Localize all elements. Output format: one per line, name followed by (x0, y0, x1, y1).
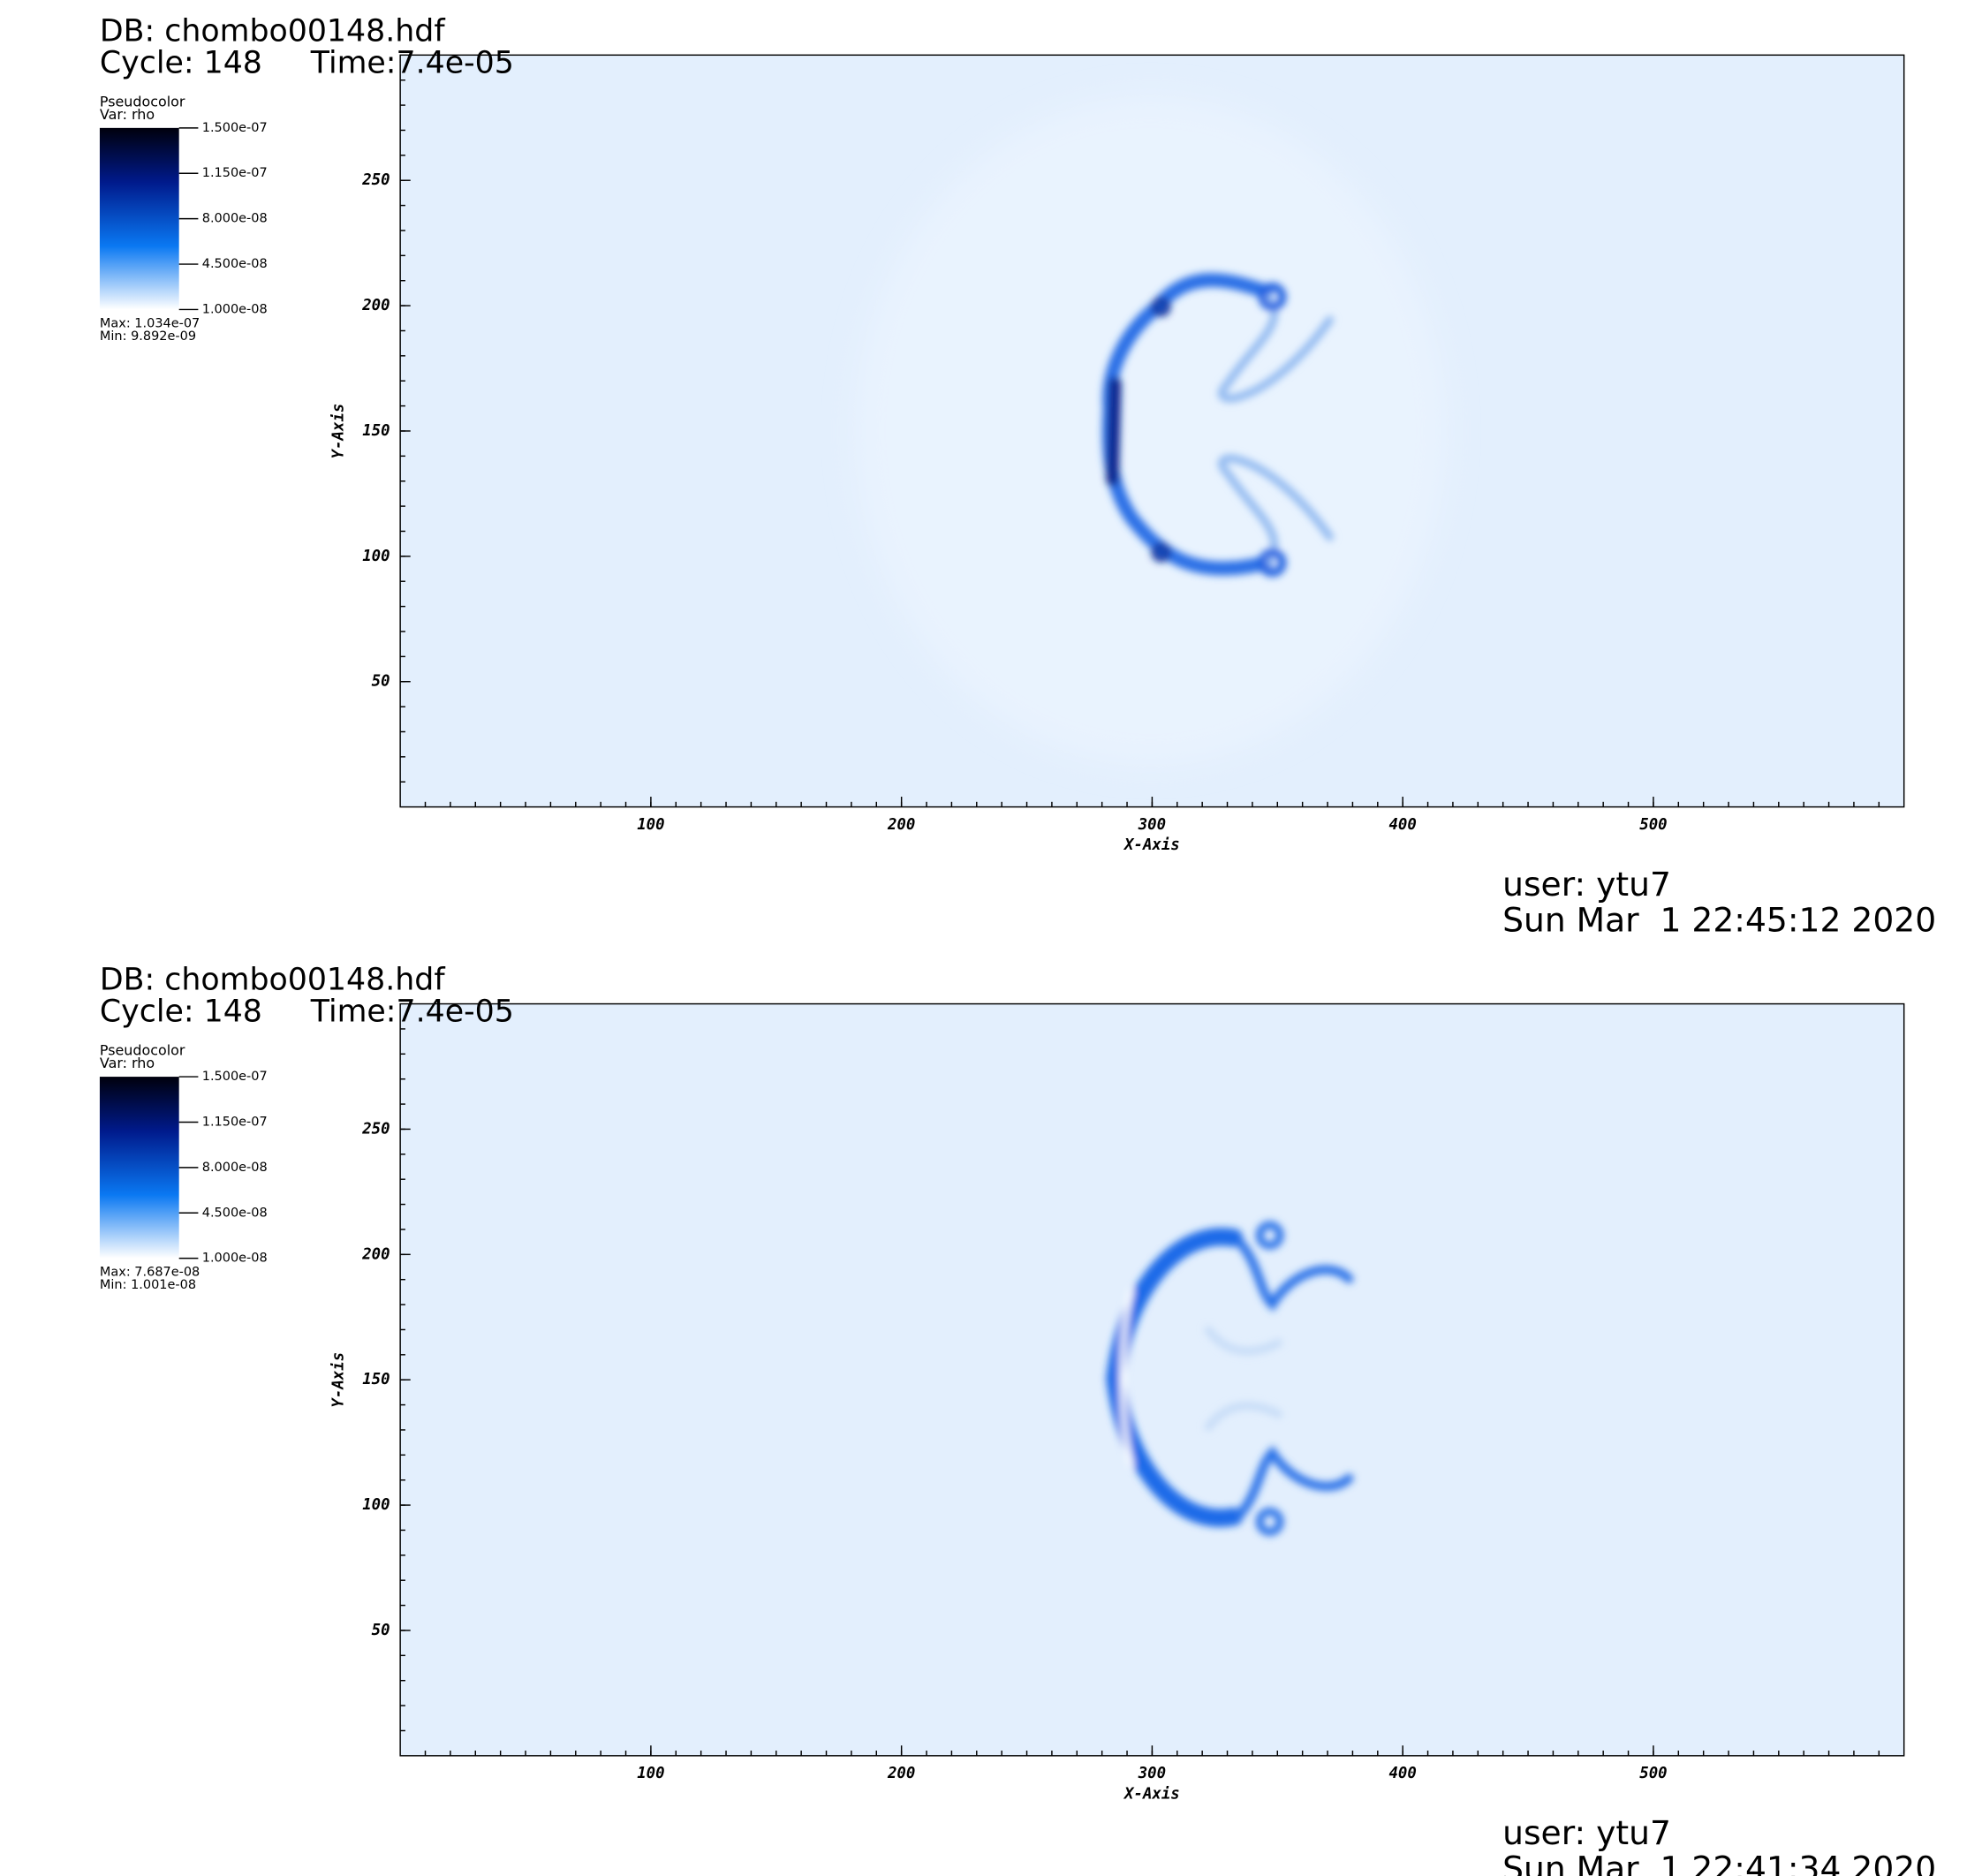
colorbar-tick-label: 8.000e-08 (202, 212, 268, 226)
field-1 (400, 55, 1904, 807)
y-tick-label: 250 (361, 1120, 390, 1138)
x-tick-label: 100 (637, 1765, 664, 1782)
x-tick-label: 200 (887, 816, 915, 834)
x-tick-label: 500 (1639, 1765, 1667, 1782)
x-axis-label: X-Axis (1123, 1785, 1180, 1803)
colorbar-tick-label: 1.150e-07 (202, 166, 268, 180)
x-tick-label: 300 (1138, 1765, 1166, 1782)
x-tick-label: 500 (1639, 816, 1667, 834)
colorbar (99, 1077, 179, 1259)
user-label: user: ytu7 (1502, 1813, 1671, 1852)
y-tick-label: 50 (372, 1622, 390, 1639)
colorbar (99, 127, 179, 310)
field-2 (400, 1003, 1904, 1756)
x-tick-label: 100 (637, 816, 664, 834)
y-tick-label: 250 (361, 171, 390, 189)
time-label: Time:7.4e-05 (310, 45, 514, 80)
x-tick-label: 400 (1388, 1765, 1416, 1782)
colorbar-tick-label: 1.500e-07 (202, 121, 268, 135)
colorbar-tick-label: 4.500e-08 (202, 257, 268, 271)
colorbar-tick-label: 1.000e-08 (202, 1252, 268, 1266)
y-tick-label: 50 (372, 673, 390, 691)
max-label: Max: 1.034e-07 (100, 316, 200, 330)
colorbar-tick-label: 1.150e-07 (202, 1115, 268, 1129)
colorbar-tick-label: 4.500e-08 (202, 1206, 268, 1220)
colorbar-tick-label: 1.500e-07 (202, 1070, 268, 1084)
x-tick-label: 300 (1138, 816, 1166, 834)
user-label: user: ytu7 (1502, 865, 1671, 904)
y-tick-label: 200 (361, 1245, 390, 1263)
y-tick-label: 100 (362, 548, 390, 565)
min-label: Min: 9.892e-09 (100, 329, 196, 344)
date-label: Sun Mar 1 22:41:34 2020 (1502, 1850, 1936, 1876)
legend-title: Pseudocolor (100, 1042, 185, 1059)
colorbar-tick-label: 1.000e-08 (202, 302, 268, 316)
x-tick-label: 400 (1388, 816, 1416, 834)
y-tick-label: 150 (362, 422, 390, 440)
db-label: DB: chombo00148.hdf (100, 962, 445, 997)
y-tick-label: 200 (361, 297, 390, 314)
date-label: Sun Mar 1 22:45:12 2020 (1502, 900, 1936, 939)
max-label: Max: 7.687e-08 (100, 1266, 200, 1280)
x-axis-label: X-Axis (1123, 836, 1180, 854)
legend-var: Var: rho (100, 1055, 155, 1071)
cycle-label: Cycle: 148 (100, 995, 262, 1030)
cycle-label: Cycle: 148 (100, 45, 262, 80)
time-label: Time:7.4e-05 (310, 995, 514, 1030)
colorbar-tick-label: 8.000e-08 (202, 1161, 268, 1175)
db-label: DB: chombo00148.hdf (100, 13, 445, 49)
legend-title: Pseudocolor (100, 93, 185, 110)
y-tick-label: 100 (362, 1496, 390, 1514)
y-axis-label: Y-Axis (330, 1352, 348, 1408)
x-tick-label: 200 (887, 1765, 915, 1782)
y-axis-label: Y-Axis (330, 404, 348, 459)
legend-var: Var: rho (100, 106, 155, 123)
min-label: Min: 1.001e-08 (100, 1278, 196, 1292)
y-tick-label: 150 (362, 1371, 390, 1388)
